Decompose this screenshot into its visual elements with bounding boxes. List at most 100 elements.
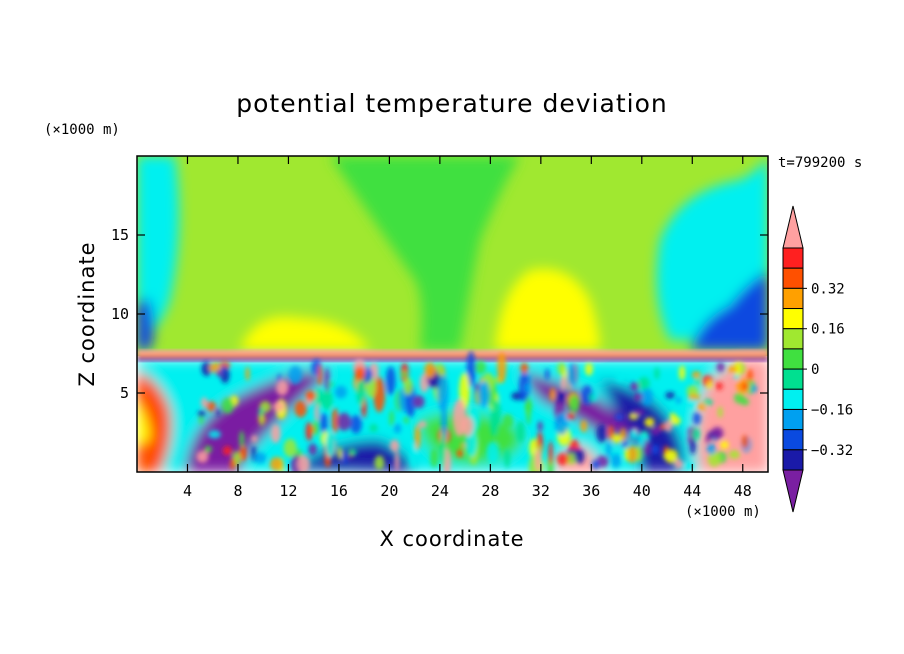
turbulence-cell: [651, 444, 659, 455]
turbulence-cell: [644, 417, 655, 428]
turbulence-cell: [591, 459, 601, 470]
turbulence-cell: [269, 457, 284, 472]
field-plume-center: [330, 156, 520, 350]
turbulence-cell: [607, 425, 614, 440]
turbulence-cell: [331, 408, 339, 434]
turbulence-cell: [707, 451, 721, 467]
field-stable-layer-warm: [137, 350, 768, 355]
turbulence-cell: [534, 448, 542, 472]
turbulence-cell: [549, 388, 556, 402]
turbulence-cell: [727, 366, 738, 374]
turbulence-cell: [520, 362, 529, 374]
turbulence-cell: [440, 431, 446, 468]
colorbar-top-arrow: [782, 205, 804, 249]
x-axis-label: X coordinate: [379, 527, 524, 551]
turbulence-cell: [654, 367, 660, 380]
turbulence-cell: [319, 412, 328, 434]
turbulence-cell: [337, 412, 351, 431]
turbulence-cell: [664, 449, 678, 464]
turbulence-cell: [334, 385, 347, 399]
turbulence-cell: [556, 453, 569, 466]
colorbar-segment: [782, 368, 804, 390]
turbulence-cell: [717, 406, 723, 418]
turbulence-cell: [325, 431, 336, 458]
turbulence-cell: [687, 394, 701, 401]
y-tick-label: 15: [111, 226, 129, 244]
turbulence-cell: [554, 413, 569, 435]
x-tick-label: 24: [431, 482, 449, 500]
colorbar-tick-label: −0.32: [811, 443, 853, 459]
turbulence-cell: [222, 445, 232, 456]
turbulence-cell: [715, 382, 723, 391]
turbulence-cell: [626, 445, 638, 464]
turbulence-cell: [342, 451, 348, 465]
turbulence-cell: [430, 448, 439, 468]
turbulence-cell: [611, 453, 621, 468]
colorbar-segment: [782, 408, 804, 431]
turbulence-cell: [596, 424, 608, 443]
turbulence-cell: [545, 368, 550, 381]
turbulence-cell: [424, 362, 436, 379]
colorbar-segment: [782, 287, 804, 310]
turbulence-cell: [702, 398, 714, 406]
turbulence-cell: [560, 375, 567, 391]
field-stable-layer-cool: [137, 357, 768, 361]
turbulence-cell: [403, 378, 413, 396]
field-stable-layer-orange: [137, 354, 768, 357]
turbulence-cell: [239, 445, 247, 461]
turbulence-cell: [283, 438, 297, 458]
turbulence-cell: [678, 365, 686, 381]
turbulence-cell: [349, 415, 362, 434]
turbulence-cell: [356, 375, 366, 406]
turbulence-cell: [317, 364, 323, 387]
turbulence-cell: [215, 408, 221, 416]
turbulence-cell: [206, 401, 216, 412]
turbulence-cell: [294, 400, 307, 418]
x-tick-label: 20: [380, 482, 398, 500]
turbulence-cell: [674, 458, 683, 469]
turbulence-cell: [747, 368, 753, 382]
x-tick-label: 48: [734, 482, 752, 500]
contour-field: [137, 156, 768, 472]
x-tick-label: 16: [330, 482, 348, 500]
turbulence-cell: [418, 420, 427, 428]
turbulence-cell: [624, 447, 629, 462]
x-tick-label: 32: [532, 482, 550, 500]
turbulence-cell: [259, 412, 264, 427]
turbulence-cell: [461, 416, 474, 437]
turbulence-cell: [664, 419, 673, 432]
turbulence-cell: [321, 389, 333, 411]
turbulence-cell: [409, 443, 419, 469]
turbulence-cell: [337, 447, 342, 460]
turbulence-cell: [692, 427, 700, 441]
x-tick-label: 40: [633, 482, 651, 500]
turbulence-cell: [711, 426, 724, 440]
turbulence-cell: [557, 362, 565, 375]
turbulence-cell: [695, 377, 701, 386]
field-lobe-left-blue: [137, 300, 154, 350]
turbulence-cell: [239, 430, 245, 448]
turbulence-cell: [580, 420, 588, 433]
y-tick-label: 5: [120, 384, 129, 402]
turbulence-cell: [614, 413, 624, 421]
y-unit-label: (×1000 m): [44, 122, 120, 138]
turbulence-cell: [437, 374, 449, 412]
turbulence-cell: [197, 410, 206, 418]
time-label: t=799200 s: [778, 155, 862, 171]
turbulence-cell: [373, 376, 386, 413]
turbulence-cell: [270, 424, 281, 444]
colorbar-segment: [782, 429, 804, 451]
turbulence-cell: [567, 363, 577, 387]
turbulence-cell: [574, 448, 585, 465]
turbulence-cell: [665, 391, 676, 399]
turbulence-cell: [251, 435, 258, 443]
turbulence-cell: [707, 380, 712, 389]
field-lobe-right-blue: [690, 270, 768, 350]
colorbar-tick-label: −0.16: [811, 402, 853, 418]
turbulence-cell: [751, 385, 758, 393]
turbulence-cell: [716, 362, 725, 372]
turbulence-cell: [490, 413, 499, 437]
turbulence-cell: [516, 420, 525, 443]
field-lower-red-left: [137, 372, 172, 472]
turbulence-cell: [720, 440, 729, 450]
